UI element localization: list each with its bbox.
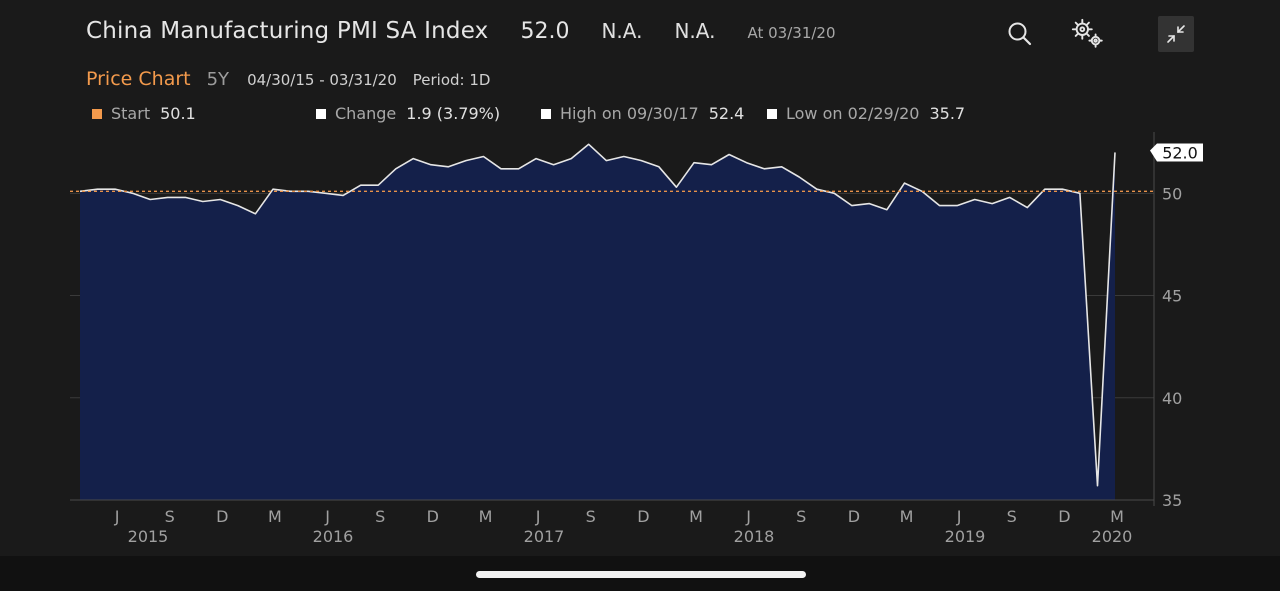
collapse-button[interactable] bbox=[1158, 16, 1194, 52]
year-label: 2019 bbox=[945, 527, 986, 546]
settings-button[interactable] bbox=[1070, 16, 1106, 52]
security-title: China Manufacturing PMI SA Index bbox=[86, 18, 489, 44]
search-button[interactable] bbox=[1002, 16, 1038, 52]
x-tick-label: M bbox=[900, 507, 914, 526]
y-tick-label: 35 bbox=[1162, 491, 1182, 510]
chart-subheader: Price Chart 5Y 04/30/15 - 03/31/20 Perio… bbox=[86, 68, 490, 90]
x-tick-label: S bbox=[586, 507, 596, 526]
low-value: 35.7 bbox=[929, 104, 966, 123]
legend-change: Change 1.9 (3.79%) bbox=[316, 104, 500, 123]
x-tick-label: J bbox=[324, 507, 330, 526]
x-tick-label: D bbox=[637, 507, 649, 526]
date-range: 04/30/15 - 03/31/20 bbox=[247, 71, 397, 89]
start-marker bbox=[92, 108, 102, 119]
high-marker bbox=[541, 108, 551, 119]
x-tick-label: S bbox=[1007, 507, 1017, 526]
x-tick-label: D bbox=[216, 507, 228, 526]
range-selector[interactable]: 5Y bbox=[206, 69, 230, 90]
high-label: High on 09/30/17 bbox=[560, 104, 699, 123]
legend-high: High on 09/30/17 52.4 bbox=[541, 104, 744, 123]
y-tick-label: 50 bbox=[1162, 184, 1182, 203]
x-tick-label: J bbox=[745, 507, 751, 526]
low-marker bbox=[767, 108, 777, 119]
collapse-icon bbox=[1167, 25, 1185, 43]
y-tick-label: 45 bbox=[1162, 287, 1182, 306]
last-value-label: 52.0 bbox=[1162, 143, 1198, 162]
change-value: 1.9 (3.79%) bbox=[406, 104, 501, 123]
period-selector[interactable]: Period: 1D bbox=[412, 71, 491, 89]
chart-header: China Manufacturing PMI SA Index 52.0 N.… bbox=[86, 18, 836, 50]
start-value: 50.1 bbox=[160, 104, 196, 123]
x-tick-label: J bbox=[535, 507, 541, 526]
series-area bbox=[80, 144, 1115, 501]
high-value: 52.4 bbox=[708, 104, 745, 123]
x-tick-label: M bbox=[479, 507, 493, 526]
last-price: 52.0 bbox=[520, 19, 570, 44]
price-chart[interactable]: 35 40 45 50 J S D M J S D M J S D M J S D M J S D M 2015 2016 2017… bbox=[0, 128, 1280, 556]
year-label: 2015 bbox=[128, 527, 169, 546]
x-tick-label: D bbox=[427, 507, 439, 526]
year-label: 2020 bbox=[1092, 527, 1133, 546]
gear-icon bbox=[1071, 18, 1103, 48]
y-tick-label: 40 bbox=[1162, 389, 1182, 408]
home-indicator[interactable] bbox=[476, 571, 806, 578]
x-tick-label: D bbox=[1058, 507, 1070, 526]
legend-low: Low on 02/29/20 35.7 bbox=[767, 104, 965, 123]
last-value-tag bbox=[1150, 143, 1203, 162]
x-tick-label: S bbox=[796, 507, 806, 526]
year-label: 2017 bbox=[524, 527, 565, 546]
search-icon bbox=[1008, 22, 1032, 46]
series-line bbox=[79, 143, 1116, 487]
start-label: Start bbox=[111, 104, 151, 123]
low-label: Low on 02/29/20 bbox=[786, 104, 920, 123]
x-tick-label: S bbox=[375, 507, 385, 526]
x-tick-label: M bbox=[1110, 507, 1124, 526]
year-label: 2018 bbox=[734, 527, 775, 546]
year-label: 2016 bbox=[313, 527, 354, 546]
x-tick-label: J bbox=[114, 507, 120, 526]
legend-start: Start 50.1 bbox=[92, 104, 196, 123]
change-marker bbox=[316, 108, 326, 119]
percent-change: N.A. bbox=[674, 19, 716, 43]
x-tick-label: J bbox=[956, 507, 962, 526]
x-tick-label: D bbox=[848, 507, 860, 526]
change-label: Change bbox=[335, 104, 397, 123]
x-tick-label: M bbox=[689, 507, 703, 526]
price-chart-label: Price Chart bbox=[86, 68, 191, 90]
x-tick-label: S bbox=[165, 507, 175, 526]
as-of-date: At 03/31/20 bbox=[747, 24, 836, 42]
net-change: N.A. bbox=[601, 19, 643, 43]
x-tick-label: M bbox=[268, 507, 282, 526]
